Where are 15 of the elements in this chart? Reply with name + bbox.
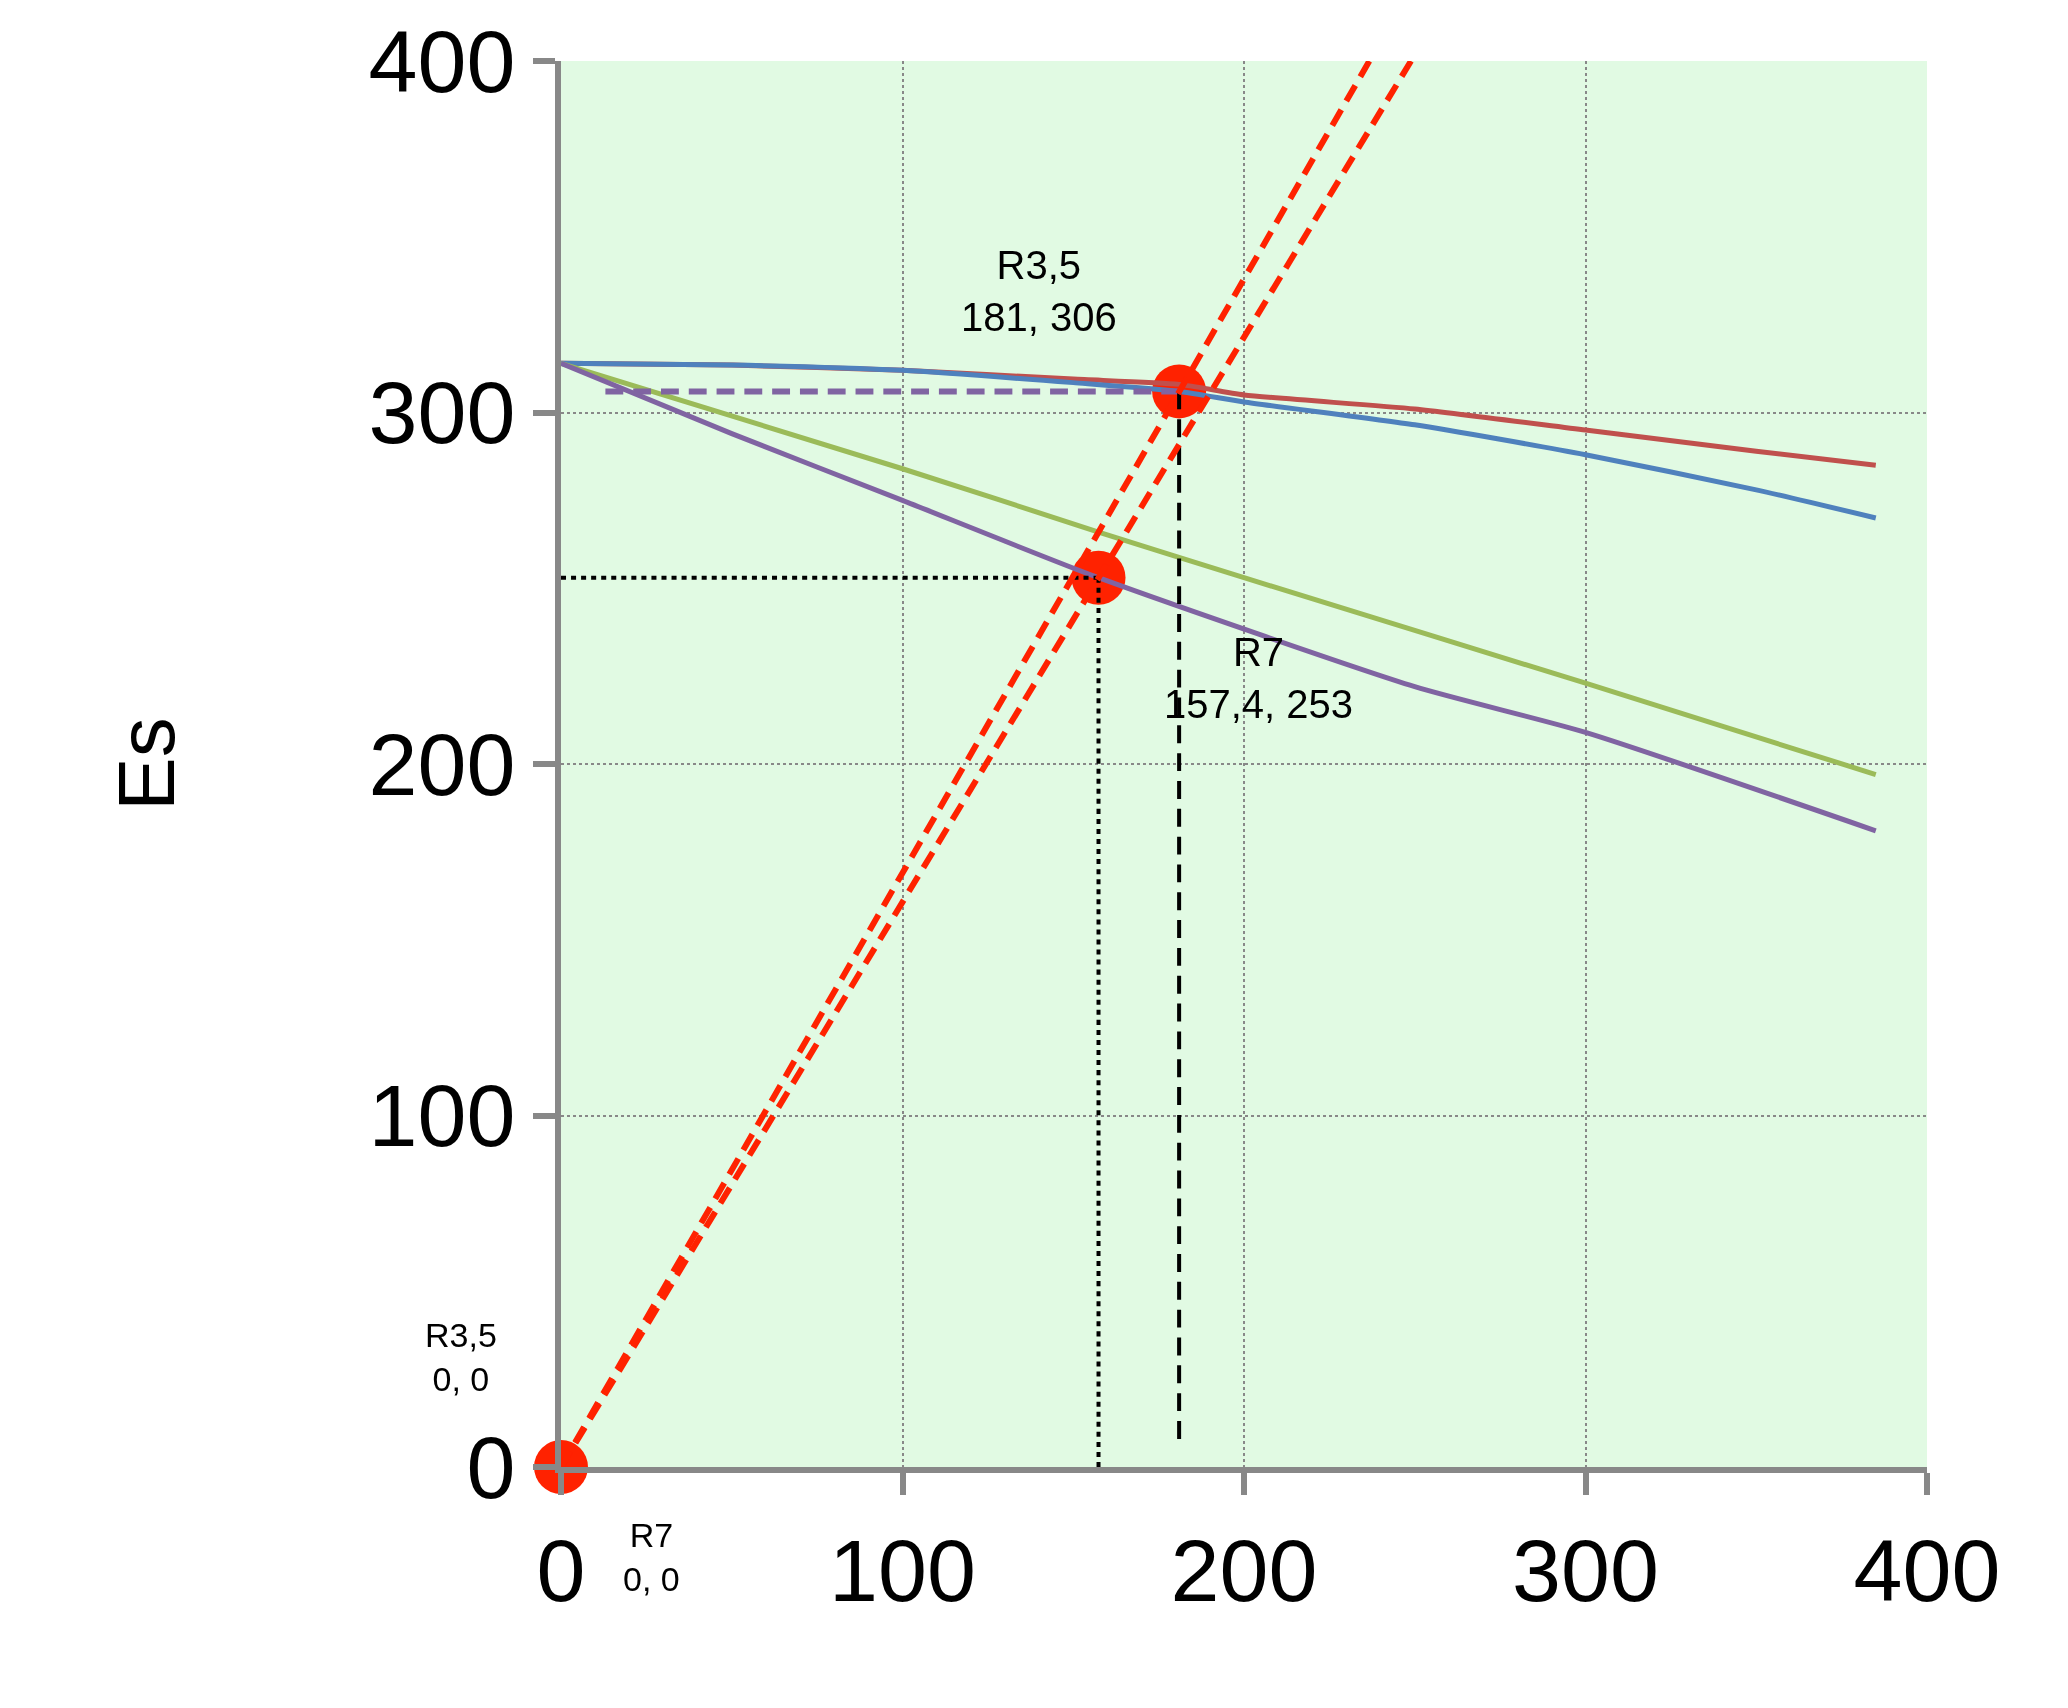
y-tick-label: 0 <box>466 1417 516 1517</box>
annotation: R3,5 181, 306 <box>961 243 1117 339</box>
y-tick-label: 300 <box>368 363 516 463</box>
annotation: R7 0, 0 <box>623 1516 680 1599</box>
x-tick-label: 0 <box>536 1520 586 1620</box>
x-tick-label: 100 <box>829 1520 976 1620</box>
x-tick-label: 300 <box>1512 1520 1659 1620</box>
y-axis-title: Es <box>101 717 191 811</box>
x-tick-label: 200 <box>1170 1520 1318 1620</box>
x-tick-label: 400 <box>1853 1520 2001 1620</box>
annotation: R3,5 0, 0 <box>425 1316 497 1399</box>
y-tick-label: 200 <box>368 714 516 814</box>
y-tick-label: 100 <box>368 1066 516 1166</box>
y-tick-label: 400 <box>368 11 516 111</box>
annotation: R7 157,4, 253 <box>1164 630 1354 726</box>
